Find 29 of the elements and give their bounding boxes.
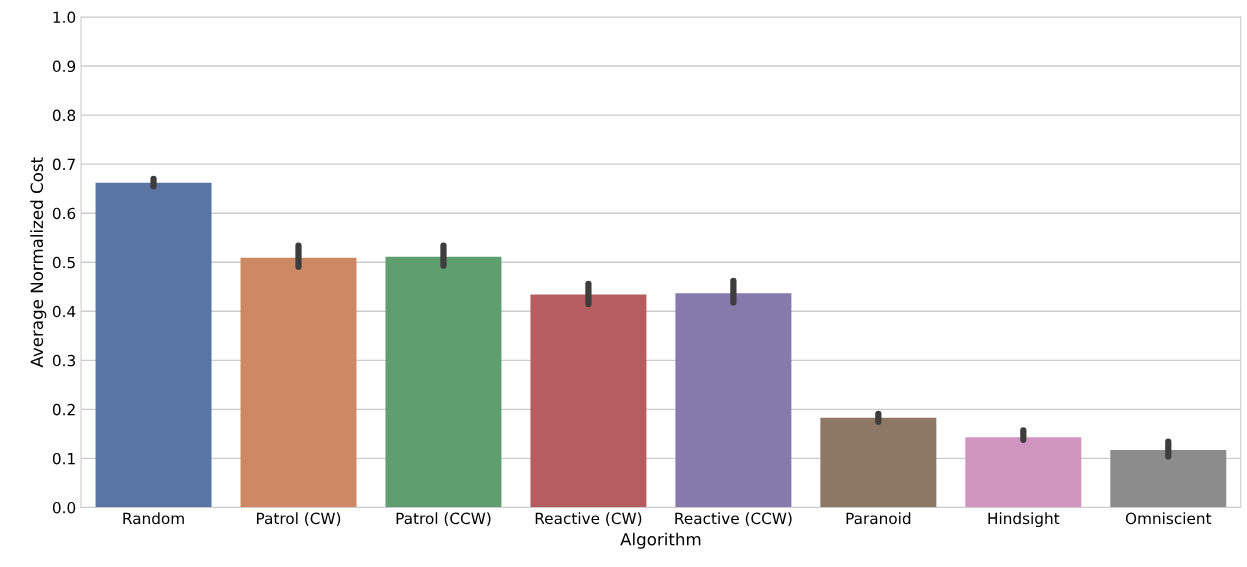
y-tick-label: 0.5	[52, 256, 75, 269]
x-tick-label: Reactive (CCW)	[675, 512, 792, 526]
x-axis-title: Algorithm	[620, 532, 701, 549]
x-tick-label: Paranoid	[846, 512, 911, 525]
bar	[1110, 450, 1227, 508]
y-tick-label: 0.1	[52, 452, 75, 465]
y-tick-label: 0.2	[52, 403, 75, 416]
bar	[820, 417, 937, 508]
y-tick-label: 0.8	[52, 109, 76, 122]
x-tick-label: Patrol (CW)	[257, 512, 341, 526]
y-tick-label: 0.0	[52, 501, 76, 514]
bar	[240, 257, 357, 508]
bar	[385, 256, 502, 508]
bar	[675, 293, 792, 508]
y-tick-label: 1.0	[53, 11, 76, 24]
y-tick-label: 0.4	[52, 305, 76, 318]
bar	[965, 437, 1082, 508]
y-tick-label: 0.6	[52, 207, 76, 220]
x-tick-label: Omniscient	[1125, 512, 1212, 525]
y-tick-label: 0.3	[52, 354, 75, 367]
x-tick-label: Patrol (CCW)	[396, 512, 491, 526]
bar	[95, 182, 212, 508]
y-axis-title: Average Normalized Cost	[30, 157, 47, 368]
y-tick-label: 0.9	[52, 60, 76, 73]
bar	[530, 294, 647, 508]
x-tick-label: Reactive (CW)	[535, 512, 642, 526]
y-tick-label: 0.7	[52, 158, 75, 171]
x-tick-label: Hindsight	[988, 512, 1060, 528]
x-tick-label: Random	[123, 512, 184, 525]
